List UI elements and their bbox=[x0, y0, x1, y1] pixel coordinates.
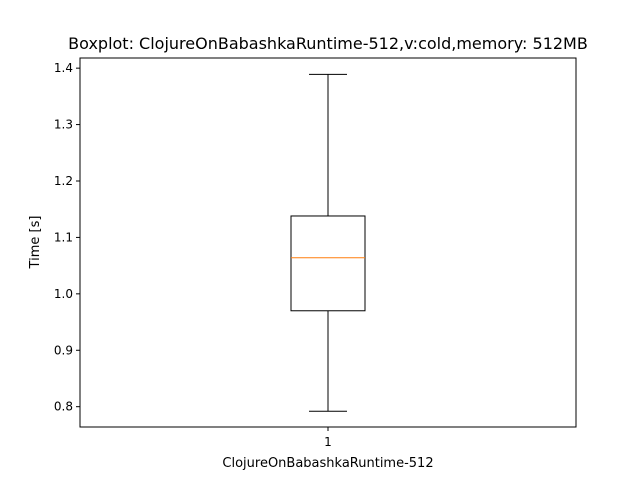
box-iqr bbox=[290, 215, 366, 312]
y-tick-label: 1.4 bbox=[54, 61, 73, 75]
y-tick-label: 1.3 bbox=[54, 118, 73, 132]
x-axis: 1 bbox=[324, 427, 332, 449]
chart-title: Boxplot: ClojureOnBabashkaRuntime-512,v:… bbox=[68, 34, 588, 53]
x-axis-label: ClojureOnBabashkaRuntime-512 bbox=[222, 456, 433, 471]
y-axis-label: Time [s] bbox=[28, 216, 43, 270]
y-tick-label: 0.9 bbox=[54, 343, 73, 357]
box-group bbox=[290, 73, 366, 412]
y-tick-label: 1.0 bbox=[54, 287, 73, 301]
x-tick-label: 1 bbox=[324, 435, 332, 449]
y-axis: 0.8 0.9 1.0 1.1 1.2 1.3 1.4 bbox=[54, 61, 80, 414]
y-tick-label: 1.2 bbox=[54, 174, 73, 188]
y-tick-label: 0.8 bbox=[54, 400, 73, 414]
y-tick-label: 1.1 bbox=[54, 230, 73, 244]
